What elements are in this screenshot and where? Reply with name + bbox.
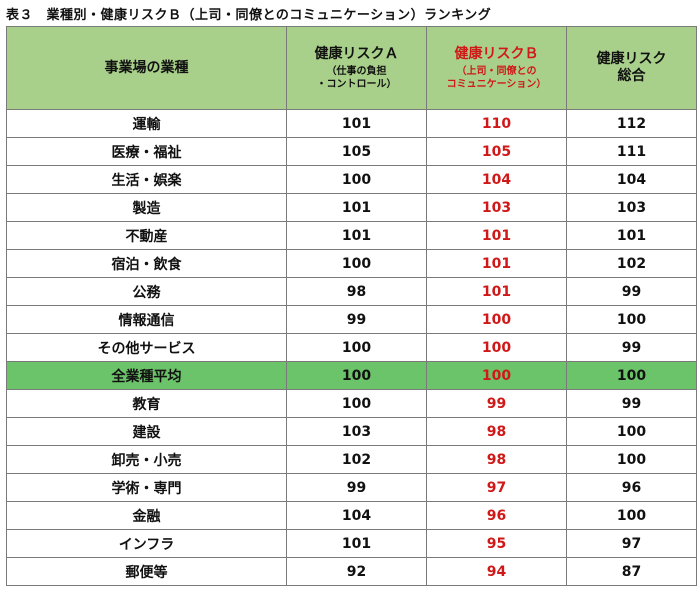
header-risk-total: 健康リスク 総合 — [566, 26, 697, 110]
risk-a-cell: 100 — [286, 165, 427, 194]
risk-b-cell: 98 — [426, 445, 567, 474]
risk-a-cell: 101 — [286, 221, 427, 250]
risk-a-cell: 99 — [286, 305, 427, 334]
risk-b-cell: 104 — [426, 165, 567, 194]
industry-cell: 宿泊・飲食 — [6, 249, 287, 278]
industry-cell: 学術・専門 — [6, 473, 287, 502]
industry-cell: 不動産 — [6, 221, 287, 250]
risk-a-cell: 101 — [286, 193, 427, 222]
table-title: 表３ 業種別・健康リスクＢ（上司・同僚とのコミュニケーション）ランキング — [6, 8, 492, 23]
industry-cell: 卸売・小売 — [6, 445, 287, 474]
risk-total-cell: 99 — [566, 277, 697, 306]
risk-b-cell: 99 — [426, 389, 567, 418]
header-risk-b: 健康リスクＢ （上司・同僚との コミュニケーション） — [426, 26, 567, 110]
risk-b-cell: 110 — [426, 109, 567, 138]
header-row: 事業場の業種 健康リスクＡ （仕事の負担 ・コントロール） 健康リスクＢ （上司… — [6, 26, 697, 110]
table-row: 医療・福祉 105 105 111 — [6, 137, 697, 166]
industry-cell: 運輸 — [6, 109, 287, 138]
risk-total-cell: 99 — [566, 389, 697, 418]
table-row: インフラ 101 95 97 — [6, 529, 697, 558]
ranking-table: 事業場の業種 健康リスクＡ （仕事の負担 ・コントロール） 健康リスクＢ （上司… — [6, 26, 697, 586]
risk-a-cell: 99 — [286, 473, 427, 502]
industry-cell: 情報通信 — [6, 305, 287, 334]
table-row: 卸売・小売 102 98 100 — [6, 445, 697, 474]
table-row: 学術・専門 99 97 96 — [6, 473, 697, 502]
risk-b-cell: 100 — [426, 333, 567, 362]
risk-a-cell: 101 — [286, 109, 427, 138]
risk-b-cell: 103 — [426, 193, 567, 222]
risk-total-cell: 101 — [566, 221, 697, 250]
industry-cell: その他サービス — [6, 333, 287, 362]
risk-total-cell: 112 — [566, 109, 697, 138]
table-row: 公務 98 101 99 — [6, 277, 697, 306]
risk-b-cell: 96 — [426, 501, 567, 530]
risk-total-cell: 99 — [566, 333, 697, 362]
table-row: 全業種平均 100 100 100 — [6, 361, 697, 390]
table-row: 宿泊・飲食 100 101 102 — [6, 249, 697, 278]
header-industry: 事業場の業種 — [6, 26, 287, 110]
risk-a-cell: 92 — [286, 557, 427, 586]
industry-cell: 医療・福祉 — [6, 137, 287, 166]
table-row: 不動産 101 101 101 — [6, 221, 697, 250]
risk-total-cell: 100 — [566, 361, 697, 390]
risk-a-cell: 105 — [286, 137, 427, 166]
industry-cell: 生活・娯楽 — [6, 165, 287, 194]
table-row: 教育 100 99 99 — [6, 389, 697, 418]
risk-b-cell: 95 — [426, 529, 567, 558]
risk-a-cell: 100 — [286, 333, 427, 362]
risk-a-cell: 102 — [286, 445, 427, 474]
table-row: 運輸 101 110 112 — [6, 109, 697, 138]
industry-cell: 全業種平均 — [6, 361, 287, 390]
risk-total-cell: 97 — [566, 529, 697, 558]
risk-a-cell: 100 — [286, 389, 427, 418]
risk-b-cell: 94 — [426, 557, 567, 586]
risk-a-cell: 100 — [286, 249, 427, 278]
table-row: 生活・娯楽 100 104 104 — [6, 165, 697, 194]
risk-total-cell: 102 — [566, 249, 697, 278]
industry-cell: 製造 — [6, 193, 287, 222]
table-row: 情報通信 99 100 100 — [6, 305, 697, 334]
risk-b-cell: 97 — [426, 473, 567, 502]
risk-b-cell: 101 — [426, 221, 567, 250]
industry-cell: 教育 — [6, 389, 287, 418]
risk-total-cell: 103 — [566, 193, 697, 222]
risk-total-cell: 87 — [566, 557, 697, 586]
risk-a-cell: 100 — [286, 361, 427, 390]
risk-a-cell: 98 — [286, 277, 427, 306]
risk-total-cell: 100 — [566, 501, 697, 530]
risk-b-cell: 98 — [426, 417, 567, 446]
risk-b-cell: 105 — [426, 137, 567, 166]
industry-cell: 金融 — [6, 501, 287, 530]
risk-a-cell: 103 — [286, 417, 427, 446]
table-row: 製造 101 103 103 — [6, 193, 697, 222]
table-row: 建設 103 98 100 — [6, 417, 697, 446]
risk-a-cell: 104 — [286, 501, 427, 530]
risk-b-cell: 100 — [426, 305, 567, 334]
risk-total-cell: 104 — [566, 165, 697, 194]
risk-b-cell: 101 — [426, 249, 567, 278]
risk-b-cell: 101 — [426, 277, 567, 306]
risk-a-cell: 101 — [286, 529, 427, 558]
table-row: 郵便等 92 94 87 — [6, 557, 697, 586]
risk-total-cell: 111 — [566, 137, 697, 166]
risk-total-cell: 100 — [566, 417, 697, 446]
header-risk-a: 健康リスクＡ （仕事の負担 ・コントロール） — [286, 26, 427, 110]
risk-total-cell: 96 — [566, 473, 697, 502]
industry-cell: 建設 — [6, 417, 287, 446]
risk-total-cell: 100 — [566, 305, 697, 334]
industry-cell: インフラ — [6, 529, 287, 558]
table-row: 金融 104 96 100 — [6, 501, 697, 530]
risk-b-cell: 100 — [426, 361, 567, 390]
industry-cell: 公務 — [6, 277, 287, 306]
industry-cell: 郵便等 — [6, 557, 287, 586]
risk-total-cell: 100 — [566, 445, 697, 474]
table-row: その他サービス 100 100 99 — [6, 333, 697, 362]
